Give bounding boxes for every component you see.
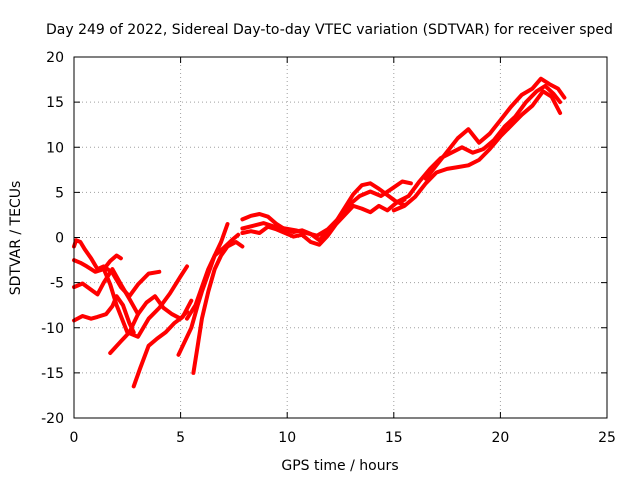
- y-tick-label: -10: [41, 321, 64, 337]
- y-tick-label: 0: [55, 231, 64, 247]
- y-axis-tick-labels: -20 -15 -10 -5 0 5 10 15 20: [41, 50, 64, 427]
- x-tick-label: 25: [598, 430, 616, 446]
- y-tick-label: -5: [50, 276, 64, 292]
- y-tick-label: 10: [46, 140, 64, 156]
- series-line-track-l: [240, 197, 407, 247]
- x-axis-label: GPS time / hours: [281, 458, 398, 474]
- series-line-track-j: [191, 240, 245, 375]
- axis-ticks: [73, 56, 608, 419]
- x-axis-tick-labels: 0 5 10 15 20 25: [70, 430, 616, 446]
- series-line-track-a: [72, 253, 123, 274]
- series-line-track-b: [72, 238, 162, 299]
- series-line-track-p: [423, 76, 567, 181]
- series-line-track-m: [240, 179, 413, 238]
- y-tick-label: 20: [46, 50, 64, 66]
- series-line-track-n: [396, 83, 563, 204]
- series-line-track-c: [72, 267, 140, 317]
- x-tick-label: 5: [176, 430, 185, 446]
- x-tick-label: 10: [278, 430, 296, 446]
- data-series-group: [72, 76, 567, 389]
- y-tick-label: 15: [46, 95, 64, 111]
- series-line-track-g: [131, 298, 194, 389]
- series-line-track-e: [101, 264, 189, 339]
- series-line-track-o: [391, 89, 563, 213]
- x-tick-label: 15: [385, 430, 403, 446]
- series-line-track-d: [72, 294, 136, 335]
- y-tick-label: -15: [41, 366, 64, 382]
- x-tick-label: 20: [491, 430, 509, 446]
- y-tick-label: 5: [55, 185, 64, 201]
- chart-title: Day 249 of 2022, Sidereal Day-to-day VTE…: [46, 22, 613, 38]
- series-line-track-k: [240, 181, 407, 243]
- y-tick-label: -20: [41, 411, 64, 427]
- series-line-track-i: [185, 232, 241, 321]
- x-tick-label: 0: [70, 430, 79, 446]
- series-line-track-f: [108, 294, 189, 355]
- y-axis-label: SDTVAR / TECUs: [8, 181, 24, 296]
- grid-lines: [74, 57, 607, 418]
